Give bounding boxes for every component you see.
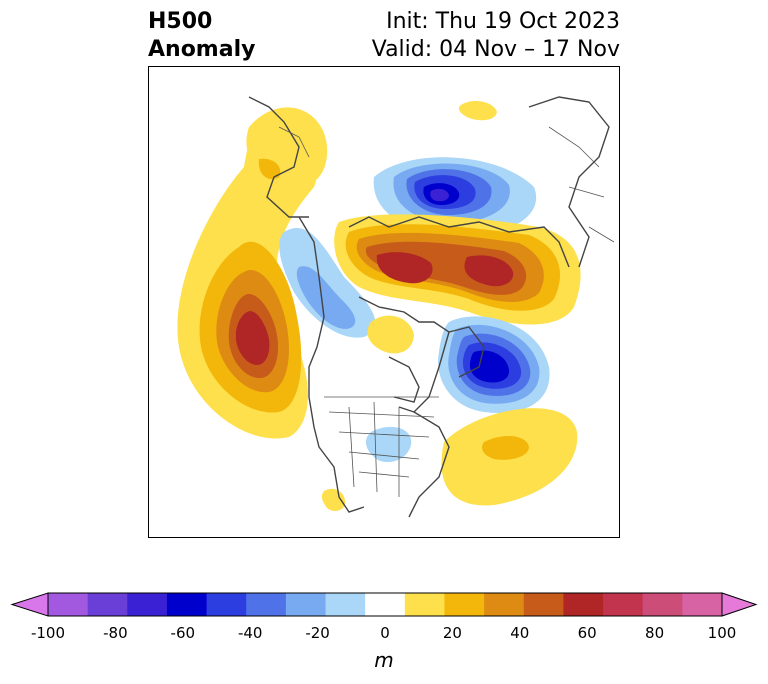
anomaly-positive-siberia [334,214,581,325]
colorbar-unit: m [374,648,394,672]
colorbar-tick-label: -100 [30,624,66,642]
colorbar-cell [285,593,327,616]
anomaly-map [148,66,620,538]
anomaly-negative-bering [279,228,376,338]
colorbar-tick-label: -40 [237,624,263,642]
anomaly-positive-w-atlantic [441,408,578,506]
field-kind: Anomaly [148,37,256,62]
coastlines [248,96,610,518]
anomaly-negative-great-lakes [365,426,412,463]
colorbar-cell [603,593,644,616]
colorbar-tick-label: -80 [103,624,128,642]
colorbar-tick-label: 0 [380,624,390,642]
colorbar-extend-low [10,592,49,617]
political-borders [278,126,615,497]
colorbar-extend-high [721,592,758,617]
colorbar-tick-label: 60 [577,624,597,642]
anomaly-positive-alaska [246,107,328,187]
anomaly-negative-atlantic [438,316,550,413]
colorbar-cell [404,593,445,616]
colorbar-cell [246,593,287,616]
colorbar-frame [47,592,723,617]
colorbar-cell [127,593,168,616]
init-time: Init: Thu 19 Oct 2023 [386,9,620,34]
colorbar [10,592,758,617]
valid-range: Valid: 04 Nov – 17 Nov [371,37,620,62]
colorbar-cell [642,593,683,616]
title-left: H500 Anomaly [148,8,255,64]
colorbar-tick-label: 80 [645,624,665,642]
colorbar-tick-label: 20 [442,624,462,642]
colorbar-cell [444,593,485,616]
anomaly-positive-ne-pacific [177,115,319,439]
colorbar-cell [682,593,723,616]
colorbar-cell [87,593,128,616]
colorbar-tick-label: -20 [305,624,330,642]
colorbar-cell [523,593,564,616]
colorbar-cell [166,593,208,616]
colorbar-cell [365,593,406,616]
anomaly-positive-small [321,101,497,511]
colorbar-tick-label: -60 [170,624,196,642]
colorbar-cells [10,592,758,617]
map-canvas [177,96,615,518]
colorbar-cell [325,593,366,616]
colorbar-cell [48,593,89,616]
colorbar-cell [484,593,525,616]
colorbar-tick-label: 40 [510,624,530,642]
title-right: Init: Thu 19 Oct 2023 Valid: 04 Nov – 17… [372,8,620,64]
colorbar-cell [563,593,604,616]
colorbar-cell [206,593,247,616]
field-name: H500 [148,9,213,34]
colorbar-tick-label: 100 [707,624,737,642]
